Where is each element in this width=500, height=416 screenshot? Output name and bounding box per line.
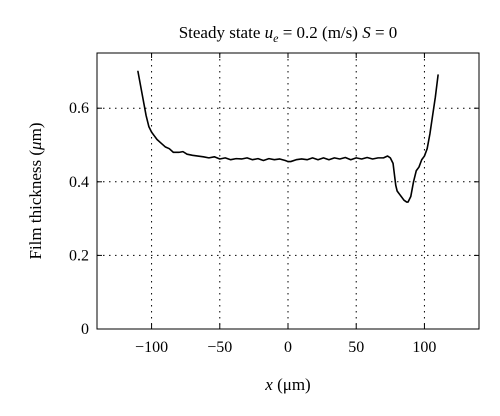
plot-frame bbox=[96, 52, 480, 330]
title-u-symbol: u bbox=[265, 23, 274, 42]
y-label-units-end: m) bbox=[26, 123, 45, 142]
y-tick-label: 0.4 bbox=[69, 174, 89, 191]
tick-labels: −100 −50 0 50 100 0 0.2 0.4 0.6 bbox=[69, 100, 436, 356]
title-middle: = 0.2 (m/s) bbox=[278, 23, 362, 42]
x-tick-label: −100 bbox=[135, 339, 168, 356]
x-label-symbol: x bbox=[264, 375, 273, 394]
x-axis-label: x (μm) bbox=[264, 375, 310, 394]
y-label-mu: μ bbox=[26, 141, 45, 151]
y-axis-label: Film thickness (μm) bbox=[26, 123, 45, 260]
x-tick-label: 0 bbox=[284, 339, 292, 356]
x-label-units: (μm) bbox=[273, 375, 311, 394]
x-tick-label: −50 bbox=[207, 339, 232, 356]
film-thickness-line bbox=[137, 70, 439, 203]
y-label-text: Film thickness ( bbox=[26, 150, 45, 260]
title-u-subscript: e bbox=[273, 31, 279, 45]
grid-lines bbox=[97, 53, 479, 329]
x-tick-label: 100 bbox=[412, 339, 436, 356]
title-prefix: Steady state bbox=[179, 23, 265, 42]
y-tick-label: 0.6 bbox=[69, 100, 89, 117]
y-tick-label: 0 bbox=[81, 321, 89, 338]
y-tick-label: 0.2 bbox=[69, 247, 89, 264]
chart-title: Steady state ue = 0.2 (m/s) S = 0 bbox=[179, 23, 398, 45]
x-tick-label: 50 bbox=[348, 339, 364, 356]
title-suffix: = 0 bbox=[371, 23, 398, 42]
title-s-symbol: S bbox=[362, 23, 371, 42]
